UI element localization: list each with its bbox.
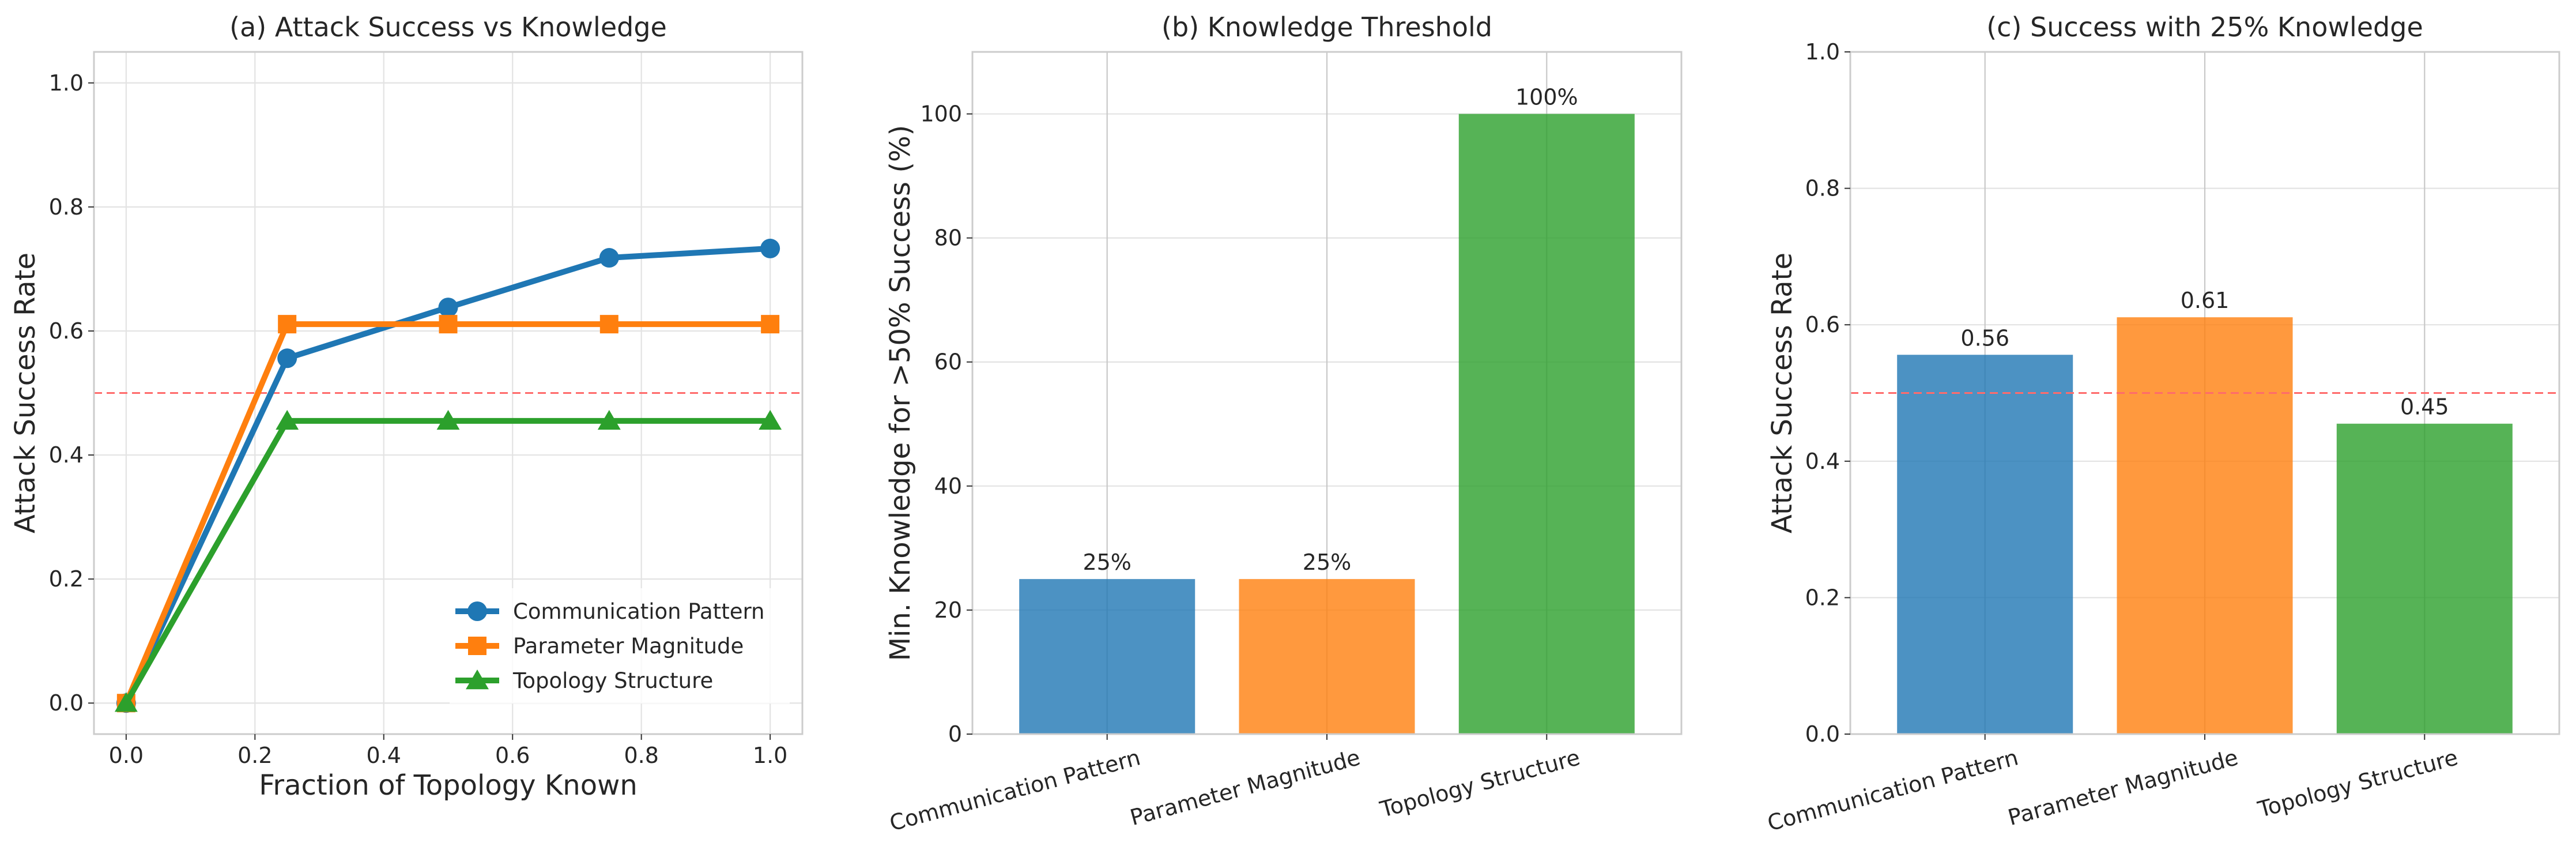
x-tick-label: 0.6 [495, 743, 530, 768]
bar-value-label: 0.56 [1960, 325, 2009, 351]
bar-value-label: 0.61 [2181, 288, 2230, 313]
x-tick-label: Parameter Magnitude [2005, 744, 2241, 830]
panel-a-frame [93, 51, 804, 735]
x-tick-label: Communication Pattern [1765, 744, 2021, 836]
legend-label: Topology Structure [512, 668, 713, 693]
y-tick-label: 0.2 [49, 566, 84, 592]
y-tick-label: 1.0 [49, 70, 84, 96]
data-point [277, 348, 297, 368]
data-point [759, 409, 782, 430]
y-tick-label: 80 [934, 225, 962, 251]
x-tick-label: 0.0 [109, 743, 144, 768]
legend-entry: Communication Pattern [455, 599, 765, 624]
panel-b-y-axis-label: Min. Knowledge for >50% Success (%) [884, 125, 917, 661]
data-point [599, 315, 618, 334]
y-tick-label: 0.6 [1805, 312, 1840, 337]
y-tick-label: 40 [934, 473, 962, 499]
panel-c-bar-chart: 0.56 0.61 0.45 0.0 0.2 0.4 0.6 0.8 1.0 Communica… [1765, 12, 2560, 836]
legend-marker [467, 601, 487, 621]
legend-entry: Topology Structure [455, 668, 713, 693]
legend-label: Communication Pattern [513, 599, 765, 624]
legend-background [450, 588, 790, 704]
x-tick-label: Parameter Magnitude [1127, 744, 1363, 830]
y-tick-label: 20 [934, 597, 962, 623]
panel-c-bars: 0.56 0.61 0.45 [1897, 288, 2513, 734]
legend-marker [468, 637, 486, 655]
data-point [278, 315, 297, 334]
bar-value-label: 25% [1083, 550, 1131, 575]
panel-a-legend: Communication Pattern Parameter Magnitude… [450, 588, 790, 704]
y-tick-label: 1.0 [1805, 39, 1840, 65]
x-tick-label: Topology Structure [2255, 744, 2461, 822]
panel-a-y-axis-label: Attack Success Rate [9, 253, 42, 533]
panel-b-bar-chart: 25% 25% 100% 0 20 40 60 80 100 Communication Pat… [884, 12, 1683, 836]
bar-value-label: 25% [1303, 550, 1351, 575]
data-point [436, 409, 460, 430]
bar [1458, 114, 1635, 735]
data-point [114, 692, 138, 712]
panel-c-title: (c) Success with 25% Knowledge [1986, 12, 2423, 43]
data-point [438, 298, 458, 318]
legend-entry: Parameter Magnitude [455, 634, 744, 659]
data-point [439, 315, 458, 334]
bar [1239, 579, 1415, 734]
data-point [599, 248, 619, 268]
bar-value-label: 0.45 [2400, 394, 2449, 420]
x-tick-label: Topology Structure [1377, 744, 1583, 822]
bar [2117, 317, 2293, 734]
legend-marker [466, 670, 489, 690]
series-topology-structure [114, 409, 782, 712]
x-tick-label: 0.8 [624, 743, 658, 768]
y-tick-label: 0.2 [1805, 585, 1840, 610]
y-tick-label: 0 [948, 721, 962, 747]
x-tick-label: 1.0 [753, 743, 787, 768]
bar [1897, 355, 2073, 734]
y-tick-label: 0.0 [49, 690, 84, 716]
bar [1019, 579, 1195, 734]
data-point [760, 238, 780, 258]
y-tick-label: 0.4 [49, 442, 84, 468]
y-tick-label: 0.0 [1805, 721, 1840, 747]
bar [2336, 423, 2513, 734]
y-tick-label: 100 [920, 101, 962, 127]
panel-a-ticks: 0.0 0.2 0.4 0.6 0.8 1.0 0.0 0.2 0.4 0.6 0.8 1.0 [49, 70, 788, 768]
panel-c-y-axis-label: Attack Success Rate [1766, 253, 1798, 533]
bar-value-label: 100% [1515, 85, 1578, 110]
panel-a-series [114, 238, 782, 713]
data-point [276, 409, 299, 430]
panel-a-title: (a) Attack Success vs Knowledge [229, 12, 667, 43]
y-tick-label: 60 [934, 349, 962, 375]
panel-b-bars: 25% 25% 100% [1019, 85, 1635, 735]
panel-a-line-chart: 0.0 0.2 0.4 0.6 0.8 1.0 0.0 0.2 0.4 0.6 0.8 1.0 (a)… [9, 12, 804, 802]
x-tick-label: 0.2 [237, 743, 272, 768]
y-tick-label: 0.8 [49, 194, 84, 220]
data-point [597, 409, 621, 430]
panel-b-title: (b) Knowledge Threshold [1161, 12, 1492, 43]
legend-label: Parameter Magnitude [513, 634, 744, 659]
x-tick-label: Communication Pattern [887, 744, 1143, 836]
x-tick-label: 0.4 [367, 743, 401, 768]
panel-a-x-axis-label: Fraction of Topology Known [259, 769, 638, 802]
data-point [761, 315, 780, 334]
y-tick-label: 0.4 [1805, 449, 1840, 474]
y-tick-label: 0.8 [1805, 176, 1840, 201]
y-tick-label: 0.6 [49, 318, 84, 344]
